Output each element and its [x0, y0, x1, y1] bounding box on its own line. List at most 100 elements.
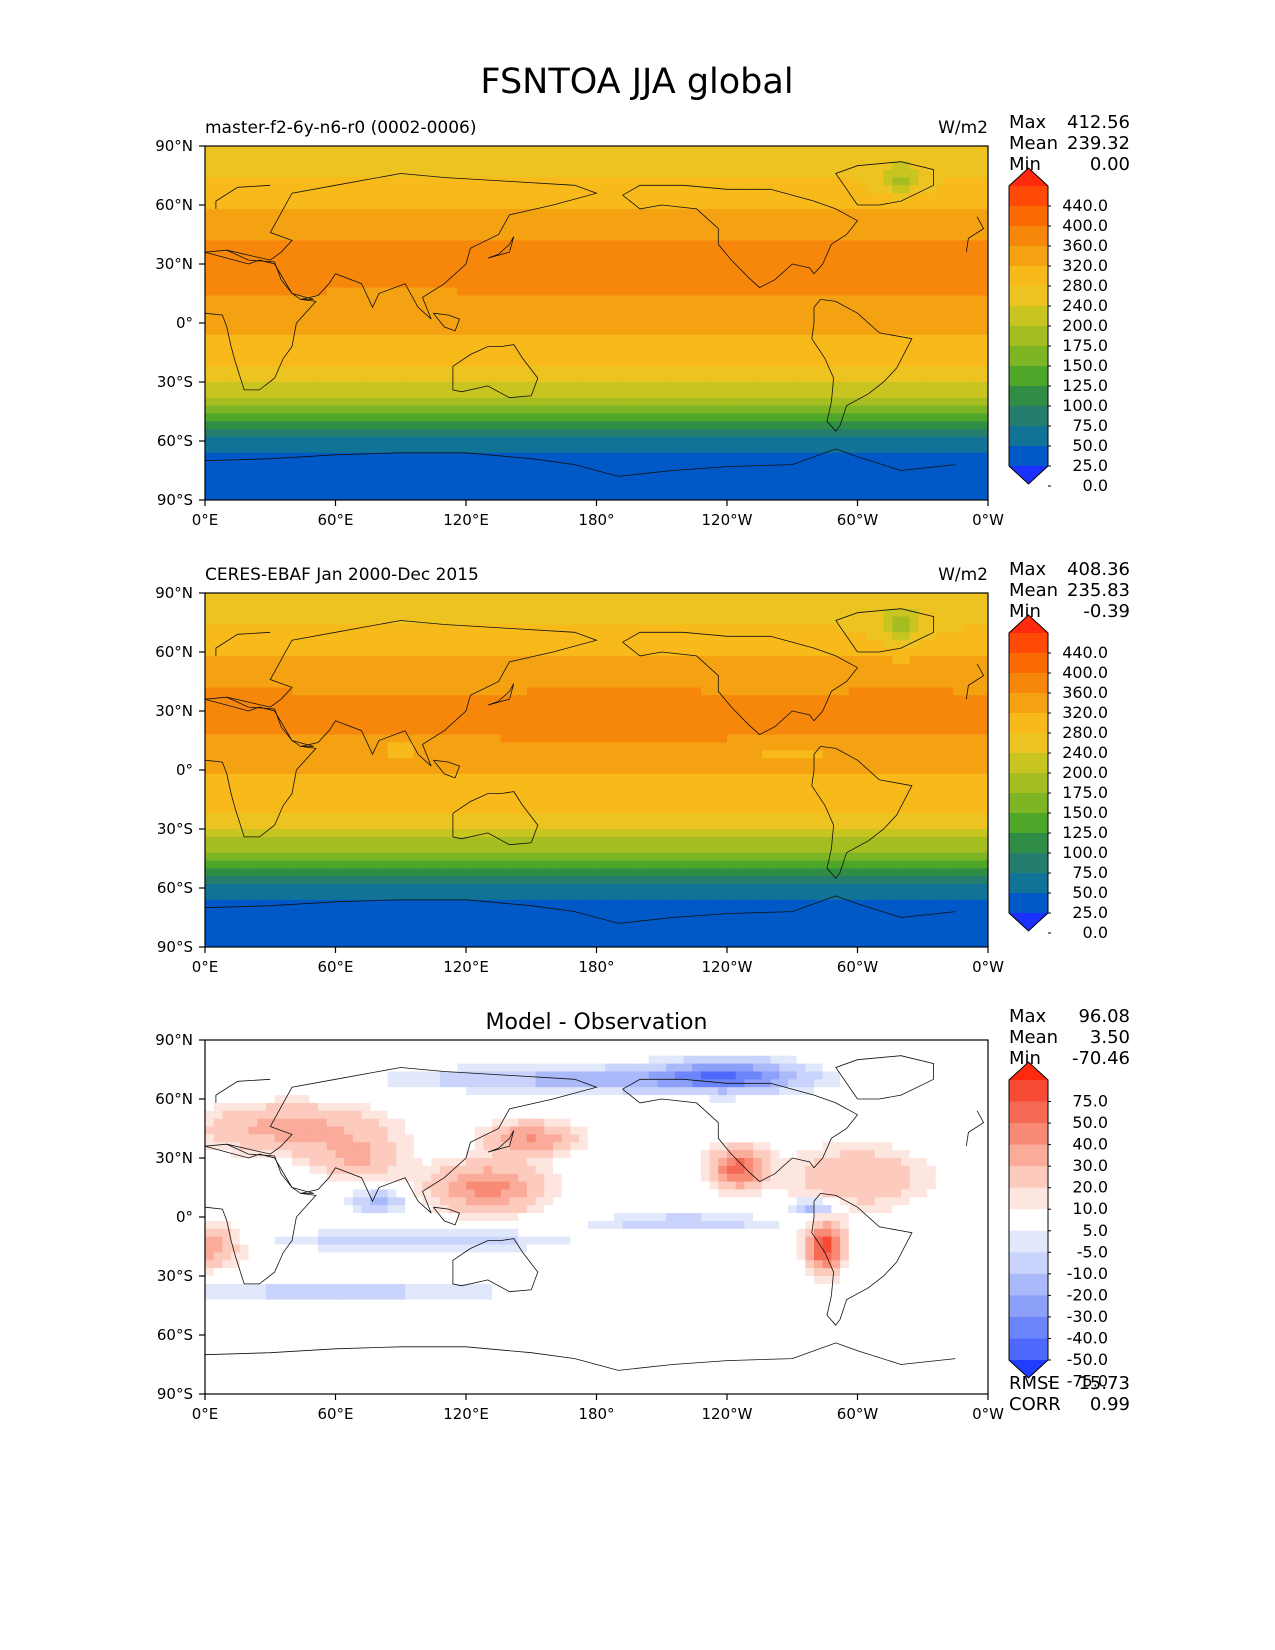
y-tick-label: 60°S	[157, 1326, 193, 1344]
stat-value: 3.50	[1090, 1027, 1130, 1048]
y-tick-label: 30°N	[155, 1149, 193, 1167]
y-tick-label: 90°S	[157, 938, 193, 956]
y-tick-label: 0°	[176, 761, 193, 779]
stat-value: 412.56	[1067, 112, 1130, 133]
x-tick-label: 0°E	[192, 958, 219, 976]
colorbar-label: 280.0	[1062, 723, 1108, 742]
colorbar-label: 125.0	[1062, 376, 1108, 395]
colorbar-label: 50.0	[1072, 436, 1108, 455]
x-tick-label: 0°W	[972, 958, 1004, 976]
y-tick-label: 0°	[176, 1208, 193, 1226]
stat-label: Mean	[1009, 133, 1058, 154]
colorbar-label: 280.0	[1062, 276, 1108, 295]
y-tick-label: 30°S	[157, 373, 193, 391]
colorbar-label: 0.0	[1083, 923, 1108, 942]
units-label: W/m2	[938, 118, 988, 138]
x-tick-label: 120°W	[702, 1405, 753, 1423]
y-tick-label: 0°	[176, 314, 193, 332]
stat-label: Min	[1009, 1048, 1041, 1069]
x-tick-label: 60°E	[317, 1405, 353, 1423]
x-tick-label: 0°E	[192, 511, 219, 529]
x-tick-label: 60°E	[317, 511, 353, 529]
x-tick-label: 0°W	[972, 511, 1004, 529]
colorbar-label: -40.0	[1067, 1329, 1108, 1348]
colorbar-label: 75.0	[1072, 863, 1108, 882]
colorbar-label: 240.0	[1062, 743, 1108, 762]
colorbar-label: -50.0	[1067, 1350, 1108, 1369]
x-tick-label: 0°W	[972, 1405, 1004, 1423]
colorbar-label: 150.0	[1062, 803, 1108, 822]
colorbar-label: 125.0	[1062, 823, 1108, 842]
y-tick-label: 90°N	[155, 1031, 193, 1049]
x-tick-label: 120°E	[443, 511, 489, 529]
panel-title: CERES-EBAF Jan 2000-Dec 2015	[205, 565, 479, 585]
stat-label: Max	[1009, 112, 1047, 133]
map-panel-3: Model - Observation 0°E 60°E 120°E 180° 120°W…	[155, 1006, 1130, 1423]
colorbar-label: 400.0	[1062, 216, 1108, 235]
figure-title: FSNTOA JJA global	[480, 62, 793, 102]
colorbar-label: 360.0	[1062, 683, 1108, 702]
colorbar-label: 0.0	[1083, 476, 1108, 495]
colorbar-label: 240.0	[1062, 296, 1108, 315]
stat-value: 408.36	[1067, 559, 1130, 580]
stat-value: 0.00	[1090, 154, 1130, 175]
y-tick-label: 90°N	[155, 137, 193, 155]
y-tick-label: 30°S	[157, 1267, 193, 1285]
y-tick-label: 90°S	[157, 491, 193, 509]
colorbar-label: 440.0	[1062, 643, 1108, 662]
colorbar-label: 200.0	[1062, 763, 1108, 782]
colorbar-label: 320.0	[1062, 256, 1108, 275]
colorbar-label: 30.0	[1072, 1156, 1108, 1175]
x-tick-label: 60°W	[837, 958, 879, 976]
stat-value: -70.46	[1072, 1048, 1130, 1069]
x-tick-label: 60°W	[837, 511, 879, 529]
y-tick-label: 90°N	[155, 584, 193, 602]
x-tick-label: 180°	[578, 1405, 614, 1423]
x-tick-label: 120°E	[443, 958, 489, 976]
colorbar-label: 75.0	[1072, 1092, 1108, 1111]
stat-value: 15.73	[1078, 1373, 1130, 1394]
map-panel-2: CERES-EBAF Jan 2000-Dec 2015 W/m2 0°E 60°E 1…	[155, 559, 1130, 976]
colorbar-label: 175.0	[1062, 783, 1108, 802]
colorbar-label: 25.0	[1072, 903, 1108, 922]
x-tick-label: 120°W	[702, 511, 753, 529]
y-tick-label: 30°N	[155, 255, 193, 273]
stat-label: CORR	[1009, 1394, 1061, 1415]
units-label: W/m2	[938, 565, 988, 585]
y-tick-label: 60°N	[155, 1090, 193, 1108]
stat-label: Max	[1009, 1006, 1047, 1027]
colorbar-label: -30.0	[1067, 1307, 1108, 1326]
colorbar: 440.0400.0360.0320.0280.0240.0200.0175.0…	[1008, 614, 1108, 942]
colorbar-label: -20.0	[1067, 1285, 1108, 1304]
colorbar-label: 200.0	[1062, 316, 1108, 335]
map-field	[205, 1040, 988, 1394]
colorbar-label: 150.0	[1062, 356, 1108, 375]
colorbar: 440.0400.0360.0320.0280.0240.0200.0175.0…	[1008, 167, 1108, 495]
colorbar-label: 20.0	[1072, 1178, 1108, 1197]
stat-label: RMSE	[1009, 1373, 1060, 1394]
colorbar-label: 5.0	[1083, 1221, 1108, 1240]
colorbar: 75.0 50.0 40.0 30.0 20.0 10.0 5.0 -5.0 -10.0 -20.…	[1008, 1061, 1108, 1391]
x-tick-label: 120°E	[443, 1405, 489, 1423]
colorbar-label: 10.0	[1072, 1199, 1108, 1218]
y-tick-label: 30°N	[155, 702, 193, 720]
x-tick-label: 120°W	[702, 958, 753, 976]
y-tick-label: 30°S	[157, 820, 193, 838]
y-tick-label: 60°S	[157, 879, 193, 897]
colorbar-label: 40.0	[1072, 1135, 1108, 1154]
colorbar-label: 75.0	[1072, 416, 1108, 435]
x-tick-label: 0°E	[192, 1405, 219, 1423]
colorbar-label: 100.0	[1062, 396, 1108, 415]
colorbar-label: 50.0	[1072, 883, 1108, 902]
colorbar-label: 50.0	[1072, 1113, 1108, 1132]
x-tick-label: 60°E	[317, 958, 353, 976]
stat-label: Mean	[1009, 1027, 1058, 1048]
stat-label: Min	[1009, 601, 1041, 622]
colorbar-label: 400.0	[1062, 663, 1108, 682]
colorbar-label: 25.0	[1072, 456, 1108, 475]
panel-title: master-f2-6y-n6-r0 (0002-0006)	[205, 118, 477, 138]
x-tick-label: 180°	[578, 511, 614, 529]
map-field	[205, 593, 988, 947]
x-tick-label: 60°W	[837, 1405, 879, 1423]
